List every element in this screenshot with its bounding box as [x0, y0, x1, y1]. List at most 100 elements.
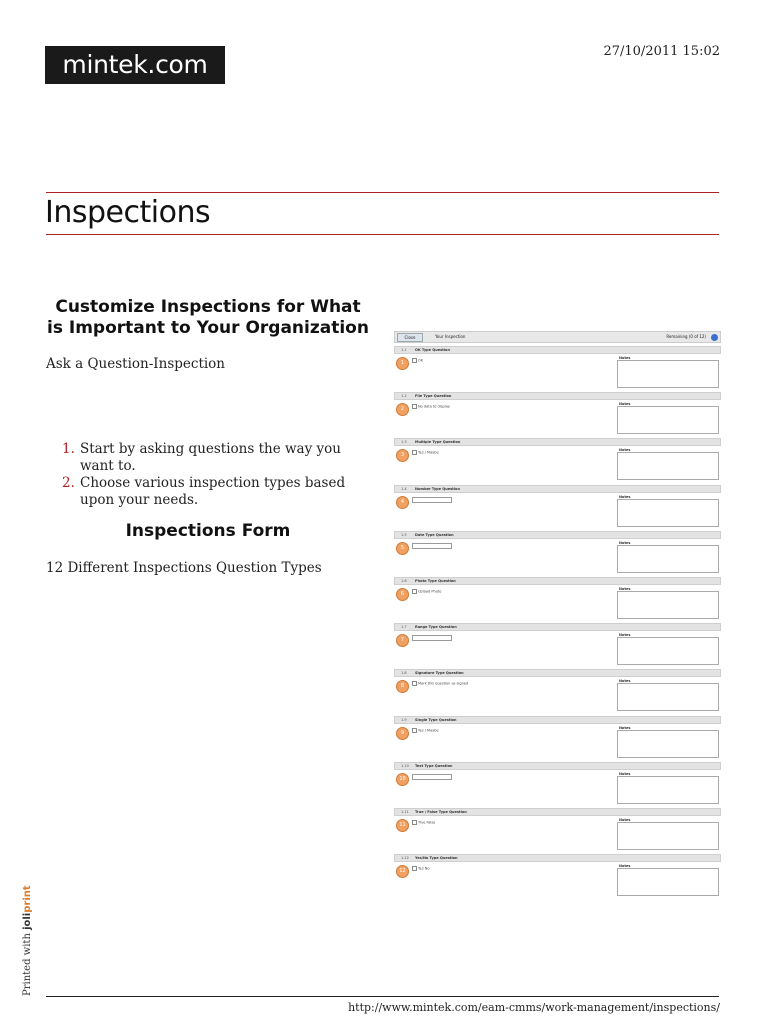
answer-input[interactable]: [412, 635, 452, 642]
question-badge: 12: [396, 865, 409, 879]
question-badge: 9: [396, 726, 409, 740]
question-title: Date Type Question: [415, 532, 454, 537]
question-header: 1.9 Single Type Question: [394, 715, 721, 724]
question-number: 1.2: [401, 394, 407, 399]
question-title: Text Type Question: [415, 763, 453, 768]
question-header: 1.8 Signature Type Question: [394, 669, 721, 678]
page-title: Inspections: [45, 195, 211, 230]
question-control[interactable]: Upload Photo: [412, 589, 441, 594]
question-title: Range Type Question: [415, 625, 457, 630]
question-badge: 11: [396, 819, 409, 832]
notes-label: Notes: [619, 864, 631, 869]
question-control[interactable]: No data to display: [412, 404, 450, 410]
question-control[interactable]: Mark this question as signed: [412, 681, 468, 687]
question-control[interactable]: OK: [412, 358, 423, 363]
question-control[interactable]: Yes / Maybe: [412, 727, 439, 733]
answer-input[interactable]: [412, 773, 452, 780]
joliprint-brand-b: print: [22, 885, 33, 913]
joliprint-brand-a: joli: [22, 912, 33, 930]
question-header: 1.7 Range Type Question: [394, 623, 721, 632]
question-title: Multiple Type Question: [415, 440, 461, 445]
title-rule-top: [46, 192, 719, 193]
inspections-form-heading: Inspections Form: [125, 521, 291, 541]
question-badge: 1: [396, 357, 409, 370]
question-title: Yes/No Type Question: [415, 856, 458, 861]
question-number: 1.5: [401, 532, 407, 537]
question-badge: 5: [396, 541, 409, 555]
question-header: 1.5 Date Type Question: [394, 530, 721, 539]
step-item: Choose various inspection types based up…: [62, 475, 346, 508]
question-header: 1.6 Photo Type Question: [394, 577, 721, 585]
notes-field[interactable]: [617, 683, 719, 712]
notes-field[interactable]: [617, 775, 719, 804]
question-badge: 8: [396, 680, 409, 694]
question-badge: 6: [396, 588, 409, 601]
print-datetime: 27/10/2011 15:02: [603, 44, 720, 59]
title-rule-bottom: [46, 234, 719, 235]
question-header: 1.11 True / False Type Question: [394, 808, 721, 816]
question-header: 1.2 File Type Question: [394, 392, 721, 401]
notes-field[interactable]: [617, 822, 719, 850]
question-number: 1.4: [401, 486, 407, 491]
question-title: OK Type Question: [415, 348, 450, 352]
question-badge: 3: [396, 449, 409, 463]
notes-label: Notes: [619, 540, 631, 545]
question-control[interactable]: Yes No: [412, 866, 430, 872]
question-badge: 10: [396, 772, 409, 786]
notes-field[interactable]: [617, 360, 719, 388]
notes-label: Notes: [619, 679, 631, 684]
question-number: 1.10: [401, 763, 409, 768]
question-title: Signature Type Question: [415, 671, 464, 676]
answer-input[interactable]: [412, 542, 452, 549]
steps-list: Start by asking questions the way you wa…: [62, 441, 374, 509]
question-control[interactable]: [412, 635, 452, 642]
question-control-label: True False: [418, 820, 436, 825]
notes-field[interactable]: [617, 498, 719, 527]
remaining-count: Remaining (0 of 12): [666, 334, 706, 339]
question-number: 1.7: [401, 625, 407, 630]
notes-field[interactable]: [617, 591, 719, 619]
question-badge: 4: [396, 495, 409, 509]
notes-field[interactable]: [617, 544, 719, 573]
notes-field[interactable]: [617, 637, 719, 666]
question-control-label: No data to display: [418, 404, 450, 409]
notes-label: Notes: [619, 633, 631, 638]
footer-url: http://www.mintek.com/eam-cmms/work-mana…: [348, 1001, 720, 1014]
intro-text: Ask a Question-Inspection: [46, 356, 226, 372]
question-number: 1.6: [401, 579, 407, 583]
question-title: File Type Question: [415, 394, 452, 399]
notes-label: Notes: [619, 587, 631, 591]
question-header: 1.12 Yes/No Type Question: [394, 854, 721, 863]
close-button[interactable]: Close: [397, 333, 423, 342]
notes-field[interactable]: [617, 406, 719, 435]
mintek-logo: mintek.com: [45, 46, 225, 84]
notes-field[interactable]: [617, 729, 719, 758]
question-number: 1.12: [401, 856, 409, 861]
notes-label: Notes: [619, 771, 631, 776]
notes-field[interactable]: [617, 868, 719, 897]
question-control[interactable]: [412, 542, 452, 550]
question-control-label: Upload Photo: [418, 589, 442, 594]
notes-label: Notes: [619, 494, 631, 499]
question-control[interactable]: Yes / Maybe: [412, 450, 439, 456]
question-control[interactable]: [412, 773, 452, 781]
question-control[interactable]: [412, 496, 452, 504]
printed-with-text: Printed with: [22, 933, 33, 996]
notes-field[interactable]: [617, 452, 719, 481]
question-title: True / False Type Question: [415, 810, 467, 814]
help-icon[interactable]: [711, 334, 718, 341]
question-header: 1.10 Text Type Question: [394, 761, 721, 770]
question-header: 1.4 Number Type Question: [394, 484, 721, 493]
question-control[interactable]: True False: [412, 820, 435, 825]
printed-with-label: Printed with joliprint: [22, 885, 33, 996]
form-bar-title: Your Inspection: [435, 334, 466, 339]
answer-input[interactable]: [412, 496, 452, 503]
question-number: 1.8: [401, 671, 407, 676]
question-title: Number Type Question: [415, 486, 460, 491]
joliprint-badge: Printed with joliprint: [22, 866, 38, 996]
question-badge: 2: [396, 403, 409, 417]
notes-label: Notes: [619, 725, 631, 730]
question-control-label: Yes / Maybe: [418, 450, 439, 455]
question-header: 1.3 Multiple Type Question: [394, 438, 721, 447]
question-control-label: Yes No: [418, 866, 430, 871]
